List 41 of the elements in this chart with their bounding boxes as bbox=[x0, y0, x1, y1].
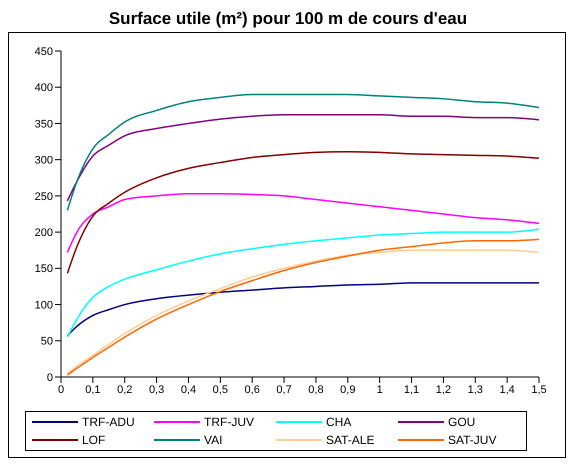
x-tick-label: 0,7 bbox=[276, 384, 292, 396]
x-tick-label: 0,6 bbox=[244, 384, 260, 396]
x-tick-label: 0,5 bbox=[212, 384, 228, 396]
line-series bbox=[66, 192, 539, 254]
x-tick-label: 1,1 bbox=[404, 384, 420, 396]
legend-label: VAI bbox=[204, 433, 222, 447]
legend-label: TRF-JUV bbox=[204, 415, 254, 429]
y-tick-label: 300 bbox=[34, 154, 53, 167]
y-tick-label: 250 bbox=[34, 190, 53, 203]
legend-label: SAT-JUV bbox=[448, 433, 496, 447]
x-tick-label: 0,4 bbox=[180, 384, 196, 396]
line-series bbox=[66, 150, 539, 274]
y-tick-label: 50 bbox=[40, 336, 53, 348]
legend-label: SAT-ALE bbox=[326, 433, 374, 447]
line-series bbox=[66, 282, 539, 336]
x-tick-label: 0,3 bbox=[148, 384, 164, 396]
legend-label: TRF-ADU bbox=[82, 415, 135, 429]
x-tick-label: 1,5 bbox=[531, 384, 547, 396]
y-tick-label: 150 bbox=[34, 263, 53, 276]
chart-title: Surface utile (m²) pour 100 m de cours d'eau bbox=[108, 8, 468, 30]
x-tick-label: 1,3 bbox=[468, 384, 483, 396]
line-series bbox=[66, 228, 539, 338]
x-tick-label: 0,8 bbox=[308, 384, 324, 396]
x-tick-label: 0,1 bbox=[85, 384, 101, 396]
x-tick-label: 0,2 bbox=[117, 384, 132, 396]
legend-label: LOF bbox=[82, 433, 106, 447]
x-tick-label: 1,4 bbox=[499, 384, 515, 396]
y-tick-label: 400 bbox=[34, 82, 53, 94]
line-series bbox=[66, 94, 539, 212]
x-tick-label: 0,9 bbox=[340, 384, 356, 396]
legend-label: CHA bbox=[326, 415, 352, 429]
y-tick-label: 350 bbox=[34, 118, 53, 130]
y-tick-label: 200 bbox=[34, 227, 53, 240]
x-tick-label: 1,2 bbox=[436, 384, 452, 396]
x-tick-label: 1 bbox=[376, 384, 383, 396]
x-tick-label: 0 bbox=[58, 384, 64, 396]
y-tick-label: 0 bbox=[46, 372, 53, 384]
y-tick-label: 450 bbox=[34, 46, 53, 58]
y-tick-label: 100 bbox=[34, 299, 53, 312]
legend-label: GOU bbox=[448, 415, 476, 429]
line-series bbox=[66, 114, 539, 202]
